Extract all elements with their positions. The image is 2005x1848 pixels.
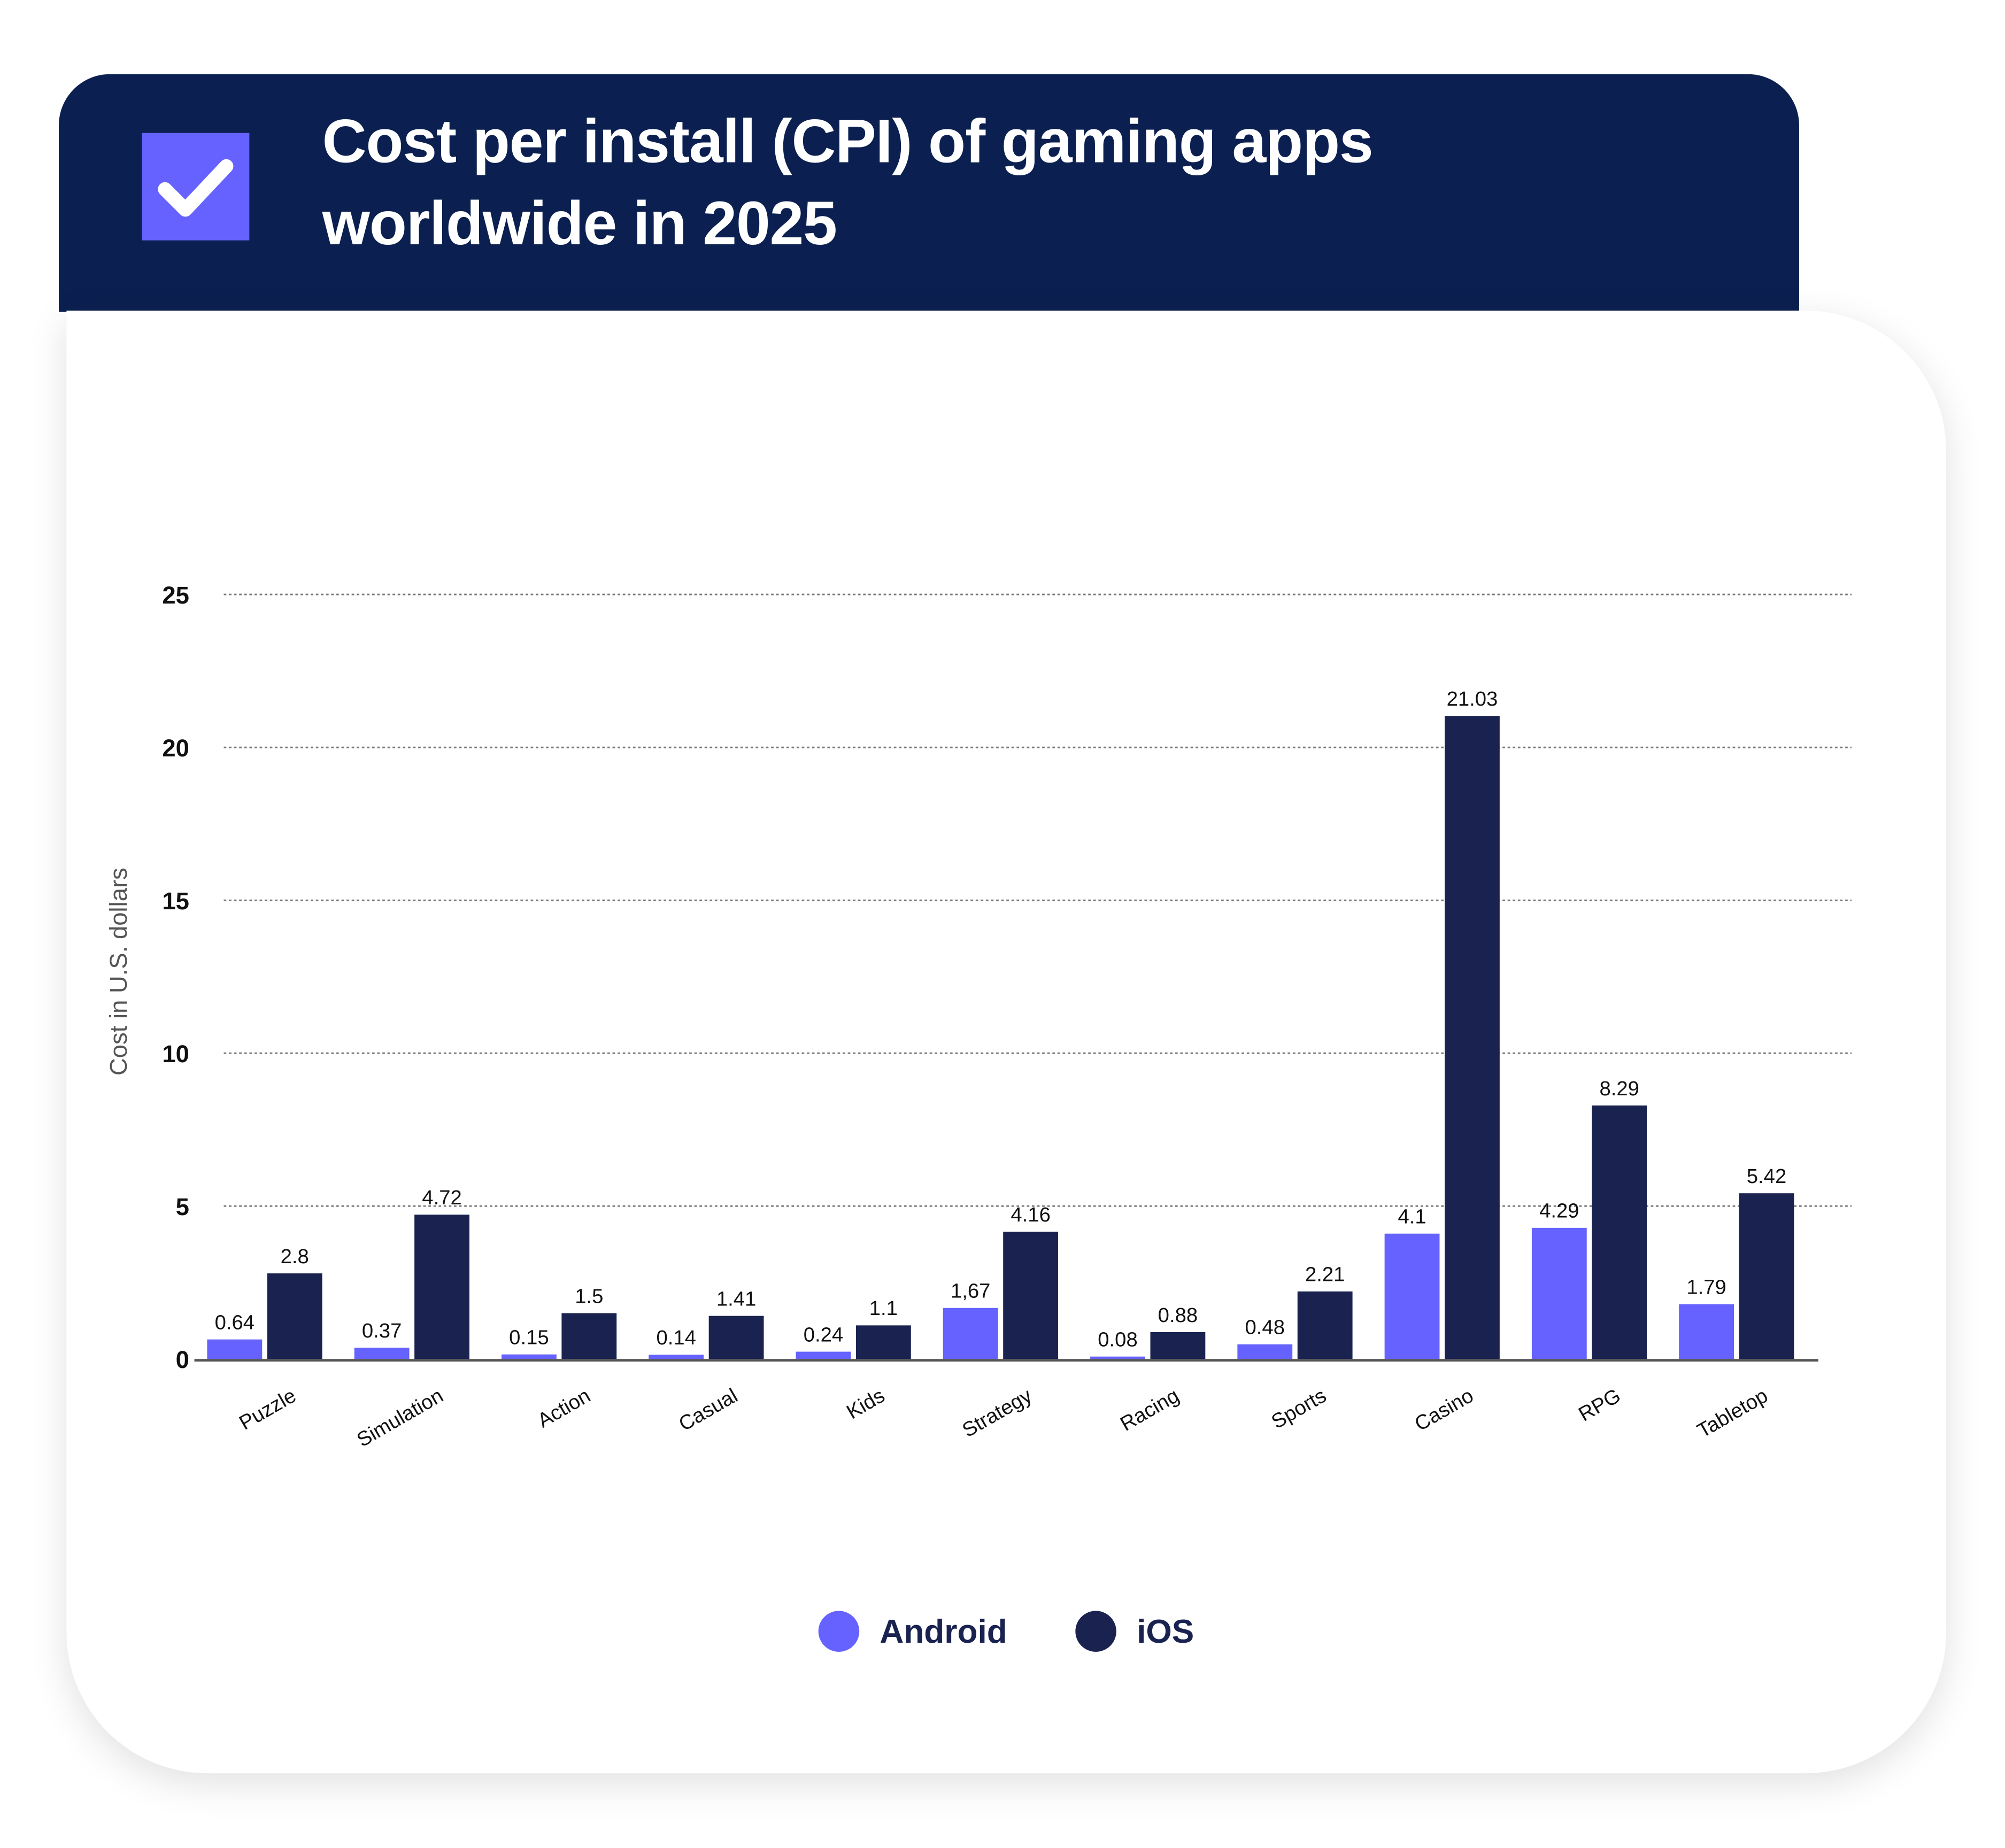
bar-android xyxy=(1237,1344,1293,1359)
bar-ios xyxy=(1003,1232,1059,1359)
legend-item-ios[interactable]: iOS xyxy=(1075,1611,1194,1652)
bar-android xyxy=(207,1339,263,1359)
bar-ios xyxy=(1739,1193,1794,1359)
data-label-ios: 4.72 xyxy=(422,1186,461,1209)
bar-android xyxy=(501,1354,557,1359)
x-tick-label: Simulation xyxy=(353,1384,447,1452)
data-label-ios: 8.29 xyxy=(1599,1077,1639,1100)
legend-item-android[interactable]: Android xyxy=(818,1611,1007,1652)
legend-label-android: Android xyxy=(880,1611,1007,1650)
data-label-ios: 5.42 xyxy=(1747,1165,1786,1188)
bar-ios xyxy=(1592,1105,1647,1359)
bar-ios xyxy=(414,1215,469,1359)
bar-ios xyxy=(561,1313,617,1359)
data-label-android: 4.1 xyxy=(1398,1205,1426,1228)
data-label-android: 0.15 xyxy=(509,1326,549,1349)
data-label-ios: 1.1 xyxy=(869,1297,898,1320)
x-tick-label: Casino xyxy=(1411,1384,1478,1436)
x-tick-label: Racing xyxy=(1116,1384,1183,1436)
header-banner: Cost per install (CPI) of gaming apps wo… xyxy=(59,74,1799,312)
data-label-ios: 1.41 xyxy=(716,1287,756,1310)
bar-android xyxy=(943,1308,998,1359)
x-tick-label: Kids xyxy=(843,1384,889,1424)
data-label-ios: 2.21 xyxy=(1305,1263,1345,1286)
y-axis-label: Cost in U.S. dollars xyxy=(105,868,132,1076)
data-label-ios: 1.5 xyxy=(575,1285,603,1308)
bar-ios xyxy=(267,1273,322,1359)
bar-android xyxy=(1531,1227,1587,1359)
data-label-android: 0.14 xyxy=(656,1326,696,1349)
x-tick-label: Puzzle xyxy=(235,1384,300,1435)
y-tick-label: 20 xyxy=(162,734,189,762)
chart-title: Cost per install (CPI) of gaming apps wo… xyxy=(322,109,1374,259)
bar-ios xyxy=(1297,1291,1353,1359)
bar-ios xyxy=(708,1316,764,1359)
y-tick-label: 5 xyxy=(176,1193,189,1220)
bar-android xyxy=(1679,1304,1734,1359)
x-tick-label: Tabletop xyxy=(1693,1384,1772,1443)
x-tick-label: Strategy xyxy=(958,1384,1036,1442)
y-tick-label: 0 xyxy=(176,1346,189,1373)
data-label-ios: 4.16 xyxy=(1011,1203,1050,1226)
data-label-android: 1.79 xyxy=(1686,1276,1726,1299)
data-label-ios: 0.88 xyxy=(1158,1304,1198,1327)
data-label-android: 1,67 xyxy=(951,1280,990,1303)
data-label-android: 0.24 xyxy=(804,1323,843,1346)
legend-label-ios: iOS xyxy=(1137,1611,1194,1650)
bar-ios xyxy=(1150,1332,1206,1359)
data-label-android: 0.48 xyxy=(1245,1316,1285,1339)
x-tick-label: Casual xyxy=(675,1384,742,1436)
bar-android xyxy=(796,1351,851,1359)
bar-ios xyxy=(1445,716,1500,1359)
bar-android xyxy=(354,1348,410,1359)
bar-android xyxy=(1384,1233,1440,1359)
bar-ios xyxy=(855,1325,911,1359)
y-tick-label: 15 xyxy=(162,887,189,915)
data-label-ios: 21.03 xyxy=(1447,687,1498,710)
x-tick-label: RPG xyxy=(1575,1384,1624,1426)
data-label-android: 4.29 xyxy=(1539,1200,1579,1223)
data-label-android: 0.64 xyxy=(215,1311,255,1334)
x-tick-label: Sports xyxy=(1268,1384,1330,1434)
chart-card xyxy=(66,311,1947,1774)
legend-swatch-ios xyxy=(1075,1611,1116,1652)
y-tick-label: 25 xyxy=(162,582,189,609)
data-label-android: 0.08 xyxy=(1098,1328,1137,1351)
data-label-android: 0.37 xyxy=(362,1319,402,1342)
checkmark-icon xyxy=(142,133,250,241)
legend-swatch-android xyxy=(818,1611,860,1652)
x-tick-label: Action xyxy=(534,1384,595,1432)
bar-android xyxy=(649,1355,704,1359)
y-tick-label: 10 xyxy=(162,1040,189,1068)
bar-android xyxy=(1090,1356,1145,1359)
legend: Android iOS xyxy=(0,1611,2005,1662)
data-label-ios: 2.8 xyxy=(281,1245,309,1268)
